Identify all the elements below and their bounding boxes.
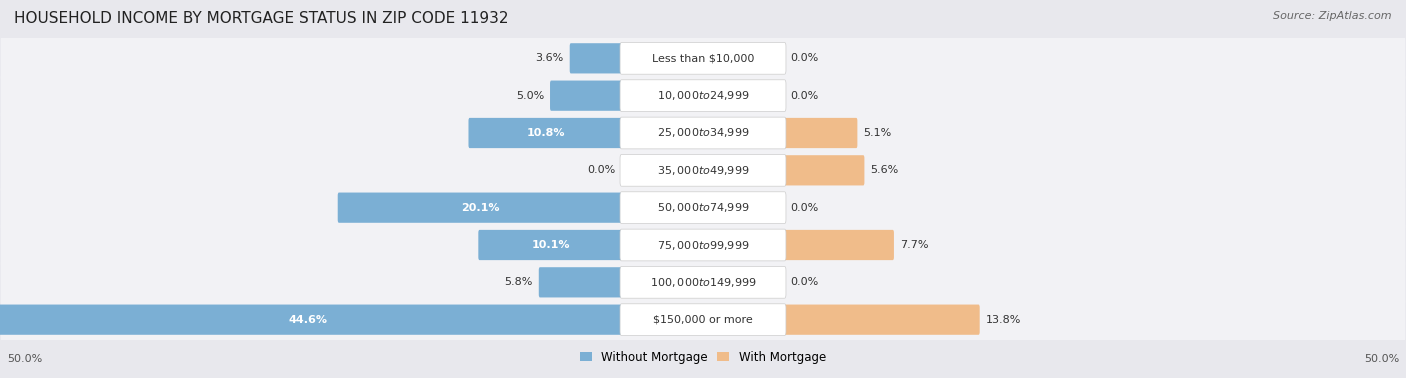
- FancyBboxPatch shape: [337, 192, 623, 223]
- Text: 0.0%: 0.0%: [790, 203, 818, 213]
- Text: $10,000 to $24,999: $10,000 to $24,999: [657, 89, 749, 102]
- FancyBboxPatch shape: [1, 259, 1406, 305]
- FancyBboxPatch shape: [0, 305, 623, 335]
- Text: $50,000 to $74,999: $50,000 to $74,999: [657, 201, 749, 214]
- FancyBboxPatch shape: [1, 110, 1406, 156]
- Text: $75,000 to $99,999: $75,000 to $99,999: [657, 239, 749, 251]
- Text: 5.1%: 5.1%: [863, 128, 891, 138]
- FancyBboxPatch shape: [1, 35, 1406, 82]
- Text: Less than $10,000: Less than $10,000: [652, 53, 754, 64]
- Text: 3.6%: 3.6%: [536, 53, 564, 64]
- FancyBboxPatch shape: [620, 229, 786, 261]
- FancyBboxPatch shape: [620, 42, 786, 74]
- Text: 13.8%: 13.8%: [986, 314, 1021, 325]
- Text: 0.0%: 0.0%: [790, 91, 818, 101]
- Text: 10.8%: 10.8%: [526, 128, 565, 138]
- Text: 50.0%: 50.0%: [1364, 354, 1399, 364]
- FancyBboxPatch shape: [783, 305, 980, 335]
- FancyBboxPatch shape: [783, 230, 894, 260]
- Text: Source: ZipAtlas.com: Source: ZipAtlas.com: [1274, 11, 1392, 21]
- Text: 20.1%: 20.1%: [461, 203, 499, 213]
- Text: 0.0%: 0.0%: [790, 277, 818, 287]
- Text: HOUSEHOLD INCOME BY MORTGAGE STATUS IN ZIP CODE 11932: HOUSEHOLD INCOME BY MORTGAGE STATUS IN Z…: [14, 11, 509, 26]
- Text: $100,000 to $149,999: $100,000 to $149,999: [650, 276, 756, 289]
- Text: $35,000 to $49,999: $35,000 to $49,999: [657, 164, 749, 177]
- Text: 5.8%: 5.8%: [505, 277, 533, 287]
- Text: 10.1%: 10.1%: [531, 240, 569, 250]
- FancyBboxPatch shape: [569, 43, 623, 73]
- Text: 50.0%: 50.0%: [7, 354, 42, 364]
- FancyBboxPatch shape: [620, 117, 786, 149]
- Text: 5.6%: 5.6%: [870, 165, 898, 175]
- Text: 0.0%: 0.0%: [790, 53, 818, 64]
- FancyBboxPatch shape: [468, 118, 623, 148]
- Text: $25,000 to $34,999: $25,000 to $34,999: [657, 127, 749, 139]
- FancyBboxPatch shape: [1, 73, 1406, 119]
- FancyBboxPatch shape: [550, 81, 623, 111]
- FancyBboxPatch shape: [620, 304, 786, 336]
- Text: 0.0%: 0.0%: [588, 165, 616, 175]
- FancyBboxPatch shape: [620, 192, 786, 223]
- FancyBboxPatch shape: [1, 184, 1406, 231]
- Text: 7.7%: 7.7%: [900, 240, 928, 250]
- FancyBboxPatch shape: [783, 155, 865, 186]
- FancyBboxPatch shape: [783, 118, 858, 148]
- FancyBboxPatch shape: [1, 222, 1406, 268]
- Text: 5.0%: 5.0%: [516, 91, 544, 101]
- Text: 44.6%: 44.6%: [288, 314, 328, 325]
- FancyBboxPatch shape: [620, 80, 786, 112]
- Legend: Without Mortgage, With Mortgage: Without Mortgage, With Mortgage: [575, 346, 831, 368]
- FancyBboxPatch shape: [1, 296, 1406, 343]
- FancyBboxPatch shape: [538, 267, 623, 297]
- Text: $150,000 or more: $150,000 or more: [654, 314, 752, 325]
- FancyBboxPatch shape: [620, 266, 786, 298]
- FancyBboxPatch shape: [1, 147, 1406, 194]
- FancyBboxPatch shape: [620, 155, 786, 186]
- FancyBboxPatch shape: [478, 230, 623, 260]
